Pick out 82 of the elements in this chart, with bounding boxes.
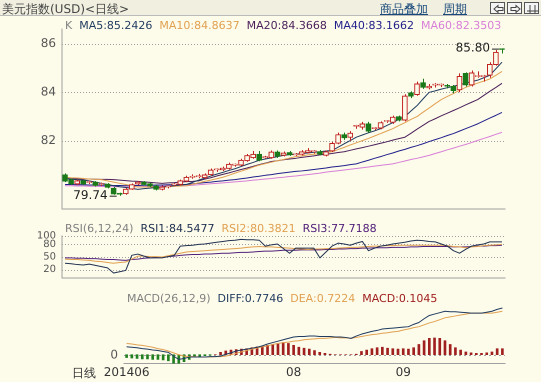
bar: [464, 352, 468, 356]
text: MA5:85.2426: [79, 18, 152, 32]
bar: [396, 348, 400, 356]
bar: [302, 348, 306, 356]
bar: [136, 354, 138, 359]
bar: [444, 340, 446, 356]
candlestick: [414, 81, 420, 96]
bar: [485, 352, 488, 356]
bar: [360, 351, 363, 356]
bar: [496, 348, 498, 356]
bar: [324, 352, 326, 356]
y-tick-label: 86: [40, 36, 56, 50]
candlestick: [462, 72, 468, 87]
x-tick-label: 201406: [104, 364, 150, 379]
text: 商品叠加: [380, 1, 428, 18]
bar: [376, 347, 378, 356]
x-tick-label: 08: [286, 364, 302, 379]
bar: [407, 348, 410, 356]
bar: [219, 352, 222, 356]
text: MA40:83.1662: [334, 18, 414, 32]
text: MA20:84.3668: [246, 18, 327, 32]
series-label: RSI1:84.5477: [140, 222, 214, 235]
bar: [130, 354, 134, 358]
bar: [448, 344, 452, 356]
text: DEA:0.7224: [290, 292, 356, 305]
x-axis-title: 日线: [72, 366, 96, 380]
bar: [428, 338, 431, 356]
y-tick-label: 84: [40, 84, 56, 98]
y-tick-label: 80: [43, 238, 56, 250]
bar: [292, 345, 295, 356]
bar: [438, 338, 442, 356]
chart-title: MACD(26,12,9): [127, 292, 211, 305]
bar: [474, 352, 478, 356]
text: MACD:0.1045: [362, 292, 438, 305]
annotation: 85.80: [456, 40, 490, 55]
bar: [470, 352, 472, 356]
y-tick-label: 50: [43, 252, 56, 263]
ref-line-label: 0: [110, 348, 118, 362]
series-label: RSI2:80.3821: [222, 222, 296, 235]
bar: [313, 350, 316, 356]
y-tick-label: 20: [43, 264, 56, 276]
chart-subtitle: K: [65, 18, 73, 32]
candlestick: [347, 130, 354, 142]
bar: [412, 347, 415, 356]
bar: [266, 345, 269, 356]
annotation: 79.74: [73, 188, 108, 202]
bar: [490, 352, 494, 356]
bar: [298, 346, 300, 356]
bar: [402, 348, 405, 356]
candlestick: [402, 94, 408, 122]
bar: [422, 340, 426, 356]
bar: [386, 348, 389, 356]
bar: [391, 348, 394, 356]
bar: [454, 347, 457, 356]
text: 周期: [443, 1, 467, 18]
x-tick-label: 09: [396, 364, 411, 379]
bar: [365, 350, 368, 356]
bar: [125, 354, 128, 358]
bar: [480, 352, 483, 356]
text: DIFF:0.7746: [218, 292, 284, 305]
series-label: RSI3:77.7188: [302, 222, 377, 235]
bar: [318, 352, 322, 356]
bar: [418, 344, 420, 356]
candlestick: [456, 72, 462, 93]
text: MA60:82.3503: [421, 18, 502, 32]
text: MA10:84.8637: [159, 18, 240, 32]
bar: [167, 354, 170, 362]
bar: [370, 348, 374, 356]
bar: [140, 354, 144, 360]
chart-title: RSI(6,12,24): [65, 222, 134, 235]
bar: [459, 350, 462, 356]
bar: [501, 348, 504, 356]
bar: [146, 354, 149, 360]
bar: [381, 346, 384, 356]
bar: [308, 348, 311, 356]
candlestick: [420, 78, 426, 90]
y-tick-label: 82: [40, 132, 56, 147]
bar: [156, 354, 160, 360]
bar: [276, 343, 280, 356]
bar: [433, 338, 436, 356]
chart-title: 美元指数(USD)<日线>: [2, 1, 130, 18]
bar: [287, 343, 290, 356]
